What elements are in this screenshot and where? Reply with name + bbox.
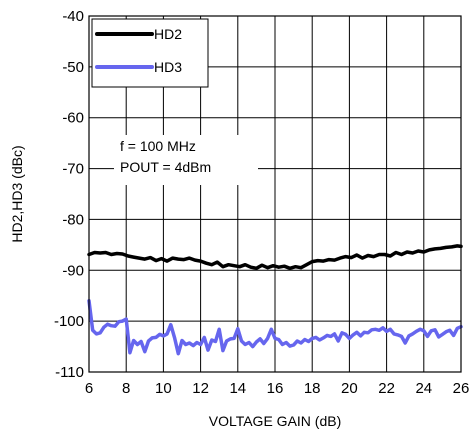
y-tick-label--80: -80 [62, 211, 84, 228]
x-tick-label-22: 22 [378, 380, 395, 397]
x-tick-label-18: 18 [304, 380, 321, 397]
x-axis-title: VOLTAGE GAIN (dB) [209, 413, 342, 429]
series-line-hd2 [87, 244, 463, 271]
y-tick-label--110: -110 [55, 364, 84, 381]
x-tick-label-10: 10 [155, 380, 172, 397]
legend-label-hd3: HD3 [154, 59, 182, 75]
x-tick-label-24: 24 [415, 380, 432, 397]
x-tick-label-20: 20 [341, 380, 358, 397]
ticks-layer: 6 8 10 12 14 16 18 20 22 24 26 -40 -50 -60 -70 -80 -90 -1… [54, 8, 469, 397]
y-tick-label--50: -50 [62, 59, 84, 76]
y-tick-label--100: -100 [54, 313, 84, 330]
annotation-box [114, 135, 258, 185]
y-tick-label--90: -90 [62, 262, 84, 279]
series-layer [87, 244, 463, 356]
annotation-frequency: f = 100 MHz [120, 138, 196, 154]
x-tick-label-6: 6 [85, 380, 93, 397]
series-line-hd3 [87, 299, 463, 356]
x-tick-label-16: 16 [267, 380, 284, 397]
y-tick-label--40: -40 [62, 8, 84, 25]
x-tick-label-8: 8 [122, 380, 130, 397]
annotation-pout: POUT = 4dBm [120, 159, 211, 175]
x-tick-label-12: 12 [192, 380, 209, 397]
legend: HD2 HD3 [91, 18, 209, 88]
y-tick-label--70: -70 [62, 161, 84, 178]
plot-frame [88, 15, 462, 373]
x-tick-label-14: 14 [229, 380, 246, 397]
legend-label-hd2: HD2 [154, 26, 182, 42]
y-axis-title: HD2,HD3 (dBc) [9, 145, 25, 242]
legend-box [91, 18, 209, 88]
y-tick-label--60: -60 [62, 110, 84, 127]
x-tick-label-26: 26 [453, 380, 470, 397]
